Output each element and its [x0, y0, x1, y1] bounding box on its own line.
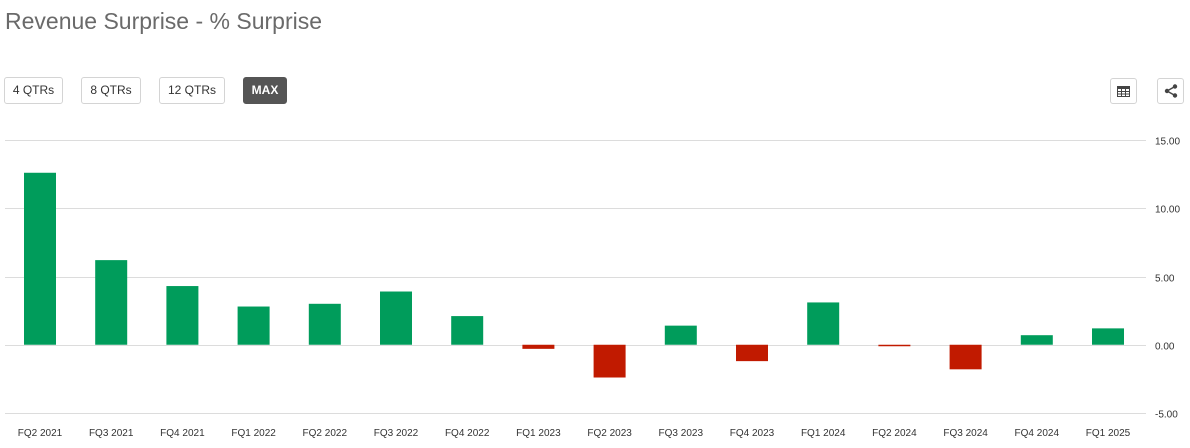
x-tick-label: FQ2 2022: [303, 428, 348, 439]
range-8-qtrs-button[interactable]: 8 QTRs: [81, 77, 141, 104]
x-tick-label: FQ4 2021: [160, 428, 205, 439]
bar[interactable]: [1092, 328, 1124, 345]
x-tick-label: FQ1 2025: [1086, 428, 1131, 439]
range-max-button[interactable]: MAX: [243, 77, 287, 104]
bar[interactable]: [522, 344, 555, 349]
x-tick-label: FQ4 2022: [445, 428, 490, 439]
bar[interactable]: [878, 344, 911, 347]
bar[interactable]: [166, 286, 199, 345]
x-tick-label: FQ3 2022: [374, 428, 419, 439]
range-12-qtrs-button[interactable]: 12 QTRs: [159, 77, 225, 104]
range-4-qtrs-button[interactable]: 4 QTRs: [4, 77, 63, 104]
bar[interactable]: [24, 172, 56, 345]
bar[interactable]: [451, 316, 484, 345]
share-icon: [1164, 84, 1177, 98]
bar[interactable]: [95, 260, 128, 345]
x-tick-label: FQ1 2023: [516, 428, 561, 439]
table-icon: [1117, 85, 1130, 97]
bar[interactable]: [308, 303, 341, 345]
bar[interactable]: [380, 291, 412, 345]
y-tick-label: 5.00: [1155, 274, 1175, 285]
x-tick-labels: FQ2 2021 FQ3 2021 FQ4 2021 FQ1 2022 FQ2 2022…: [18, 428, 1131, 439]
bars: [24, 172, 1124, 378]
x-tick-label: FQ3 2024: [943, 428, 988, 439]
bar[interactable]: [237, 306, 270, 345]
x-tick-label: FQ4 2023: [730, 428, 775, 439]
x-tick-label: FQ1 2024: [801, 428, 846, 439]
grid-lines: [5, 140, 1146, 414]
x-tick-label: FQ2 2023: [587, 428, 632, 439]
x-tick-label: FQ4 2024: [1015, 428, 1060, 439]
x-tick-label: FQ3 2023: [659, 428, 704, 439]
page-title: Revenue Surprise - % Surprise: [5, 8, 323, 34]
bar[interactable]: [664, 325, 697, 345]
y-tick-label: 10.00: [1155, 205, 1180, 216]
y-tick-labels: 15.00 10.00 5.00 0.00 -5.00: [1155, 137, 1180, 421]
x-tick-label: FQ2 2021: [18, 428, 63, 439]
bar[interactable]: [1020, 335, 1053, 345]
y-tick-label: 0.00: [1155, 342, 1175, 353]
x-tick-label: FQ2 2024: [872, 428, 917, 439]
x-tick-label: FQ1 2022: [231, 428, 276, 439]
share-button[interactable]: [1157, 78, 1184, 104]
y-tick-label: 15.00: [1155, 137, 1180, 148]
y-tick-label: -5.00: [1155, 410, 1178, 421]
bar[interactable]: [736, 344, 768, 362]
bar[interactable]: [593, 344, 626, 378]
bar[interactable]: [949, 344, 982, 370]
x-tick-label: FQ3 2021: [89, 428, 134, 439]
bar[interactable]: [807, 302, 840, 345]
table-view-button[interactable]: [1110, 78, 1137, 104]
